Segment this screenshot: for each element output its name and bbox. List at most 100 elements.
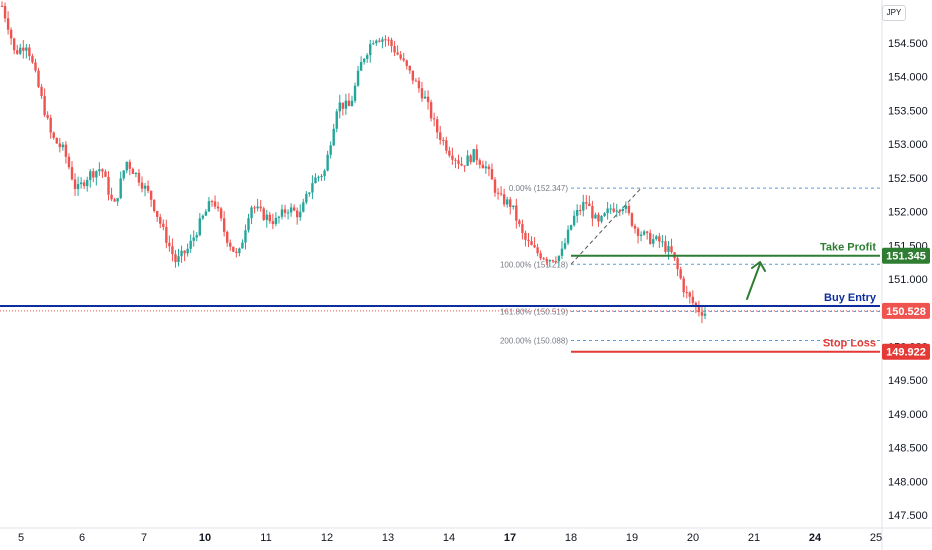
candle-body bbox=[362, 58, 366, 63]
time-axis[interactable]: 5 6 7 10 11 12 13 14 17 18 19 20 21 24 25 bbox=[0, 527, 932, 544]
candle-body bbox=[454, 159, 457, 161]
candle-body bbox=[207, 201, 211, 212]
candle-body bbox=[326, 154, 329, 171]
candle-body bbox=[451, 155, 454, 160]
candle-body bbox=[469, 155, 472, 163]
candle-body bbox=[527, 239, 530, 242]
candle-body bbox=[359, 62, 363, 71]
price-tag-label: 150.528 bbox=[886, 306, 926, 318]
candle-body bbox=[600, 215, 603, 222]
candle-body bbox=[530, 241, 533, 246]
candle-body bbox=[615, 210, 618, 212]
candle-body bbox=[524, 232, 527, 240]
candle-body bbox=[579, 209, 582, 211]
candle-body bbox=[55, 137, 58, 144]
candle-body bbox=[213, 201, 217, 207]
fib-level-label: 161.80% (150.519) bbox=[500, 307, 568, 316]
candle-body bbox=[435, 119, 439, 133]
candle-body bbox=[86, 179, 89, 187]
candle-body bbox=[679, 269, 682, 279]
candle-body bbox=[347, 100, 351, 107]
candle-body bbox=[58, 143, 62, 148]
candle-body bbox=[563, 243, 567, 249]
candle-body bbox=[408, 65, 412, 71]
candle-body bbox=[113, 199, 116, 202]
candle-body bbox=[152, 199, 156, 212]
candle-body bbox=[658, 236, 661, 242]
candle-body bbox=[621, 208, 625, 212]
time-tick-label: 10 bbox=[199, 532, 211, 544]
candle-body bbox=[314, 177, 317, 184]
candle-body bbox=[192, 237, 195, 241]
candle-body bbox=[177, 256, 180, 263]
candle-body bbox=[268, 214, 272, 222]
candle-body bbox=[229, 242, 232, 247]
candle-body bbox=[350, 100, 354, 107]
candle-body bbox=[244, 230, 247, 243]
candle-body bbox=[262, 208, 265, 220]
price-tag-label: 149.922 bbox=[886, 347, 926, 359]
candle-body bbox=[682, 278, 685, 293]
candle-body bbox=[481, 164, 485, 169]
candle-body bbox=[159, 216, 162, 224]
candle-body bbox=[76, 184, 80, 189]
candle-body bbox=[162, 223, 165, 227]
candle-body bbox=[341, 102, 345, 109]
candle-body bbox=[518, 220, 521, 225]
candle-body bbox=[670, 246, 673, 253]
trade-levels: Take Profit Buy Entry Stop Loss bbox=[0, 242, 880, 353]
candle-body bbox=[183, 250, 186, 254]
candle-body bbox=[201, 215, 205, 219]
candle-body bbox=[216, 206, 220, 209]
candle-body bbox=[539, 253, 542, 259]
level-name-label: Take Profit bbox=[820, 242, 876, 254]
time-tick-label: 17 bbox=[504, 532, 516, 544]
candle-body bbox=[43, 96, 46, 116]
candle-body bbox=[676, 258, 679, 270]
candle-body bbox=[253, 207, 256, 209]
candle-body bbox=[509, 199, 512, 207]
time-tick-label: 19 bbox=[626, 532, 638, 544]
candle-body bbox=[344, 100, 348, 109]
price-axis[interactable]: 147.500148.000148.500149.000149.500150.0… bbox=[881, 0, 930, 550]
candle-body bbox=[320, 175, 323, 177]
candle-body bbox=[104, 171, 107, 177]
candle-body bbox=[597, 214, 600, 222]
candle-body bbox=[295, 210, 299, 218]
candle-body bbox=[655, 236, 658, 240]
candle-body bbox=[19, 47, 22, 54]
candle-body bbox=[536, 247, 539, 254]
candle-body bbox=[265, 214, 268, 220]
time-tick-label: 12 bbox=[321, 532, 333, 544]
price-tag bbox=[882, 302, 930, 319]
candle-body bbox=[533, 245, 536, 248]
price-tick-label: 154.000 bbox=[888, 72, 928, 84]
candle-body bbox=[624, 205, 628, 209]
candle-body bbox=[457, 160, 460, 164]
candle-body bbox=[487, 166, 491, 170]
candle-body bbox=[472, 149, 475, 163]
candle-body bbox=[502, 194, 506, 205]
candle-body bbox=[405, 60, 408, 66]
candle-body bbox=[484, 166, 488, 169]
candles bbox=[0, 1, 707, 324]
candle-body bbox=[232, 246, 235, 252]
candle-body bbox=[256, 206, 259, 209]
price-tick-label: 152.000 bbox=[888, 207, 928, 219]
candle-body bbox=[652, 239, 655, 244]
price-tag bbox=[882, 343, 930, 360]
time-tick-label: 7 bbox=[141, 532, 147, 544]
price-tick-label: 154.500 bbox=[888, 38, 928, 50]
candle-body bbox=[235, 251, 238, 254]
candle-body bbox=[566, 229, 570, 244]
candle-body bbox=[697, 306, 701, 313]
candle-body bbox=[630, 213, 634, 226]
candle-body bbox=[417, 80, 421, 89]
trade-arrow-icon bbox=[746, 261, 766, 300]
fib-level-label: 200.00% (150.088) bbox=[500, 336, 568, 345]
candle-body bbox=[195, 235, 198, 238]
candle-body bbox=[429, 102, 433, 119]
candle-body bbox=[645, 231, 649, 233]
candle-body bbox=[572, 215, 576, 226]
